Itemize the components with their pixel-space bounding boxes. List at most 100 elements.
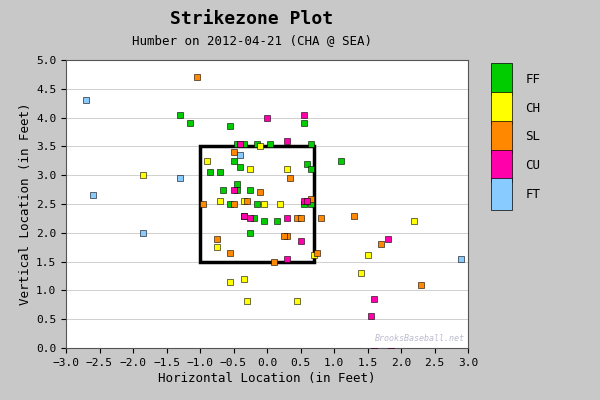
- FF: [272, 218, 282, 224]
- SL: [229, 149, 238, 155]
- SL: [212, 235, 221, 242]
- CH: [362, 252, 372, 258]
- CH: [256, 143, 265, 150]
- FT: [88, 192, 98, 198]
- CH: [292, 298, 302, 304]
- FT: [138, 230, 148, 236]
- FF: [218, 186, 228, 193]
- FT: [457, 256, 466, 262]
- CU: [229, 186, 238, 193]
- CH: [226, 278, 235, 285]
- FF: [252, 201, 262, 207]
- FF: [249, 215, 259, 222]
- SL: [226, 250, 235, 256]
- Bar: [491, 63, 512, 95]
- CU: [302, 198, 312, 204]
- Bar: [491, 150, 512, 182]
- CH: [242, 298, 252, 304]
- FF: [299, 201, 308, 207]
- FF: [215, 169, 225, 176]
- FF: [229, 158, 238, 164]
- CU: [245, 215, 255, 222]
- CU: [383, 235, 392, 242]
- Text: BrooksBaseball.net: BrooksBaseball.net: [374, 334, 464, 343]
- Bar: [491, 121, 512, 153]
- CU: [296, 238, 305, 245]
- CU: [366, 313, 376, 320]
- CH: [410, 218, 419, 224]
- CU: [235, 140, 245, 147]
- SL: [416, 282, 426, 288]
- SL: [376, 241, 386, 248]
- CU: [386, 348, 396, 354]
- Bar: [491, 92, 512, 124]
- FF: [336, 158, 346, 164]
- FF: [306, 201, 316, 207]
- Bar: [200, 146, 314, 262]
- FF: [239, 212, 248, 219]
- CU: [299, 198, 308, 204]
- SL: [296, 215, 305, 222]
- SL: [313, 250, 322, 256]
- CH: [212, 244, 221, 250]
- Text: Humber on 2012-04-21 (CHA @ SEA): Humber on 2012-04-21 (CHA @ SEA): [132, 34, 372, 47]
- FF: [185, 120, 195, 126]
- CH: [309, 252, 319, 258]
- FF: [232, 140, 242, 147]
- FF: [232, 181, 242, 187]
- Y-axis label: Vertical Location (in Feet): Vertical Location (in Feet): [19, 103, 32, 305]
- CU: [239, 212, 248, 219]
- X-axis label: Horizontal Location (in Feet): Horizontal Location (in Feet): [158, 372, 376, 385]
- CU: [283, 138, 292, 144]
- FT: [175, 175, 185, 181]
- CU: [299, 112, 308, 118]
- FF: [226, 201, 235, 207]
- FF: [302, 160, 312, 167]
- SL: [269, 258, 278, 265]
- SL: [199, 201, 208, 207]
- CH: [275, 201, 285, 207]
- FF: [235, 163, 245, 170]
- SL: [306, 196, 316, 202]
- FT: [235, 152, 245, 158]
- Text: FF: FF: [526, 73, 541, 86]
- CH: [215, 198, 225, 204]
- FF: [232, 186, 242, 193]
- CH: [283, 166, 292, 173]
- SL: [283, 232, 292, 239]
- Text: FT: FT: [526, 188, 541, 201]
- FF: [299, 120, 308, 126]
- SL: [192, 74, 202, 80]
- CH: [245, 166, 255, 173]
- CH: [138, 172, 148, 178]
- FF: [245, 186, 255, 193]
- FF: [205, 169, 215, 176]
- SL: [316, 215, 325, 222]
- FF: [306, 140, 316, 147]
- SL: [286, 175, 295, 181]
- FF: [175, 112, 185, 118]
- FF: [306, 166, 316, 173]
- SL: [229, 201, 238, 207]
- CU: [370, 296, 379, 302]
- FT: [81, 97, 91, 104]
- SL: [242, 198, 252, 204]
- CU: [262, 114, 272, 121]
- CH: [259, 201, 268, 207]
- FF: [226, 123, 235, 130]
- FF: [259, 218, 268, 224]
- Text: SL: SL: [526, 130, 541, 143]
- CU: [370, 348, 379, 354]
- FF: [266, 140, 275, 147]
- FF: [252, 140, 262, 147]
- CH: [356, 270, 365, 276]
- FF: [245, 230, 255, 236]
- SL: [349, 212, 359, 219]
- Text: CU: CU: [526, 159, 541, 172]
- Bar: [491, 178, 512, 210]
- CH: [202, 158, 212, 164]
- Text: Strikezone Plot: Strikezone Plot: [170, 10, 334, 28]
- SL: [292, 215, 302, 222]
- SL: [279, 232, 289, 239]
- Text: CH: CH: [526, 102, 541, 114]
